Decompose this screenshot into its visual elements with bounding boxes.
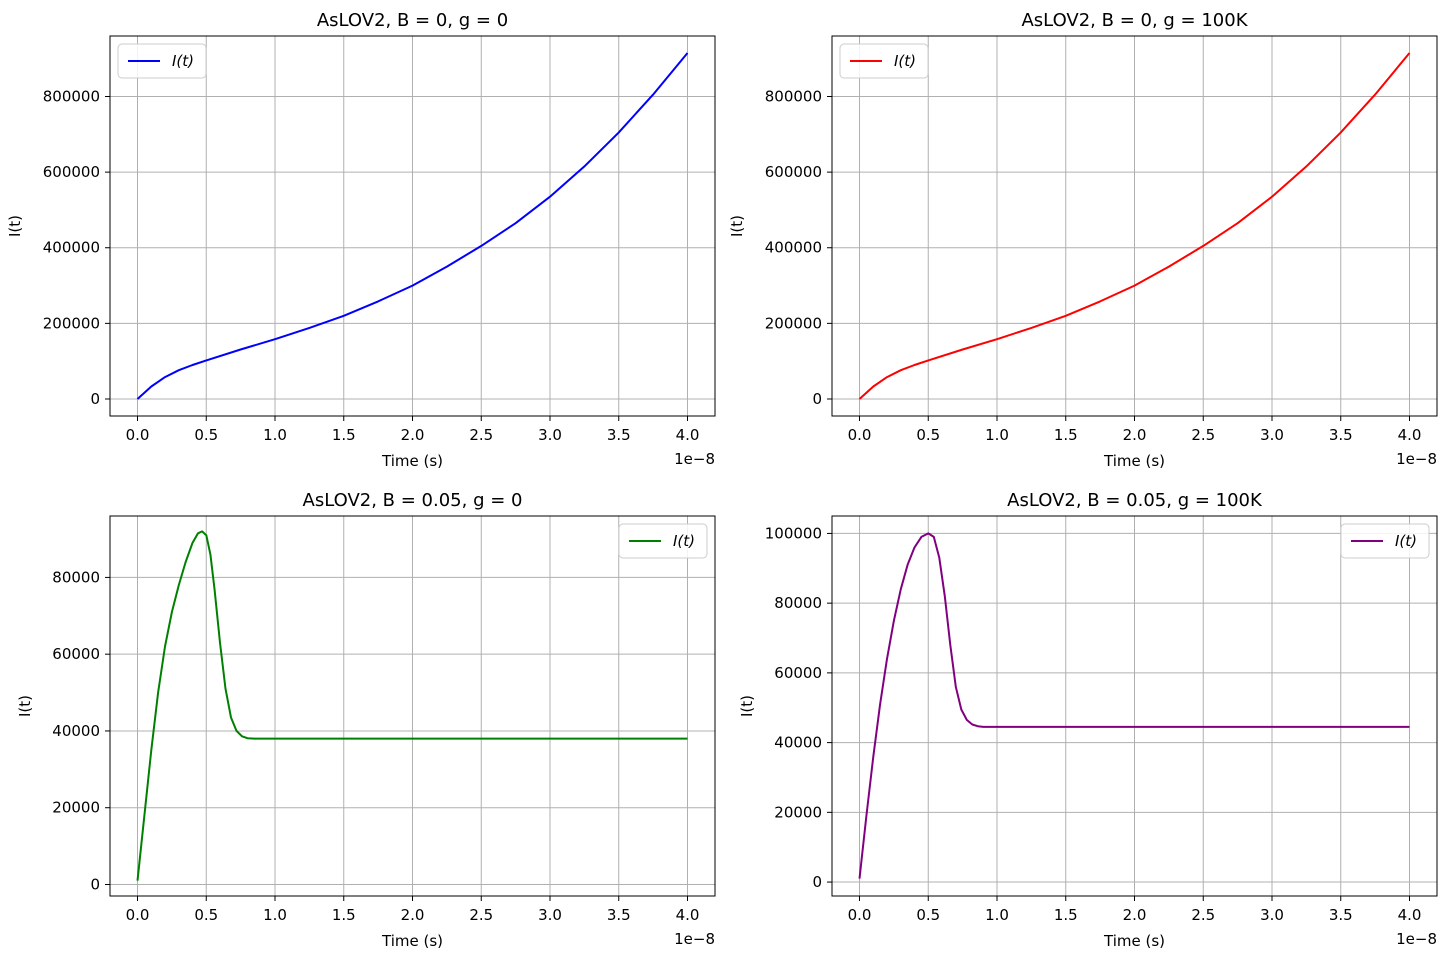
chart-panel-1: 0.0 0.5 1.0 1.5 2.0 2.5 3.0 3.5 4.0 0 200000 400000… bbox=[6, 10, 716, 470]
y-tick-label: 60000 bbox=[52, 645, 100, 663]
x-tick-label: 0.0 bbox=[126, 426, 150, 444]
x-tick-label: 2.0 bbox=[401, 906, 425, 924]
series-line bbox=[136, 530, 688, 881]
chart-panel-2: 0.0 0.5 1.0 1.5 2.0 2.5 3.0 3.5 4.0 0 200000 400000… bbox=[728, 10, 1438, 470]
x-tick-label: 4.0 bbox=[676, 426, 700, 444]
y-tick-label: 0 bbox=[90, 390, 100, 408]
x-tick-label: 1.5 bbox=[1054, 906, 1078, 924]
y-axis-label: I(t) bbox=[728, 215, 746, 237]
y-tick-label: 40000 bbox=[774, 734, 822, 752]
y-tick-label: 800000 bbox=[765, 87, 822, 105]
x-tick-label: 3.5 bbox=[1329, 426, 1353, 444]
x-offset-label: 1e−8 bbox=[1396, 930, 1437, 948]
y-tick-label: 0 bbox=[90, 875, 100, 893]
x-tick-label: 3.0 bbox=[538, 426, 562, 444]
x-tick-label: 0.0 bbox=[848, 906, 872, 924]
x-axis-label: Time (s) bbox=[381, 452, 443, 470]
x-tick-label: 3.0 bbox=[1260, 906, 1284, 924]
x-tick-label: 2.5 bbox=[469, 906, 493, 924]
x-tick-label: 2.5 bbox=[1191, 906, 1215, 924]
legend-label: I(t) bbox=[673, 532, 695, 550]
y-axis-label: I(t) bbox=[16, 695, 34, 717]
x-tick-label: 1.5 bbox=[332, 426, 356, 444]
x-tick-label: 4.0 bbox=[1398, 426, 1422, 444]
chart-title: AsLOV2, B = 0, g = 0 bbox=[317, 10, 508, 31]
y-tick-label: 600000 bbox=[43, 163, 100, 181]
x-tick-label: 2.5 bbox=[1191, 426, 1215, 444]
legend-box bbox=[1340, 523, 1430, 559]
chart-panel-3: 0.0 0.5 1.0 1.5 2.0 2.5 3.0 3.5 4.0 0 20000 40000 60… bbox=[16, 490, 716, 950]
x-tick-label: 0.0 bbox=[848, 426, 872, 444]
x-tick-label: 4.0 bbox=[1398, 906, 1422, 924]
x-axis-label: Time (s) bbox=[1103, 452, 1165, 470]
chart-panel-4: 0.0 0.5 1.0 1.5 2.0 2.5 3.0 3.5 4.0 0 20000 40000 60… bbox=[738, 490, 1438, 950]
legend-box bbox=[117, 43, 207, 79]
series-line bbox=[858, 532, 1410, 879]
x-tick-label: 0.5 bbox=[194, 426, 218, 444]
chart-title: AsLOV2, B = 0.05, g = 100K bbox=[1007, 490, 1263, 511]
x-tick-label: 3.0 bbox=[538, 906, 562, 924]
x-tick-label: 2.0 bbox=[401, 426, 425, 444]
chart-title: AsLOV2, B = 0, g = 100K bbox=[1021, 10, 1248, 31]
legend-label: I(t) bbox=[1395, 532, 1417, 550]
y-tick-label: 200000 bbox=[43, 314, 100, 332]
legend-label: I(t) bbox=[172, 52, 194, 70]
x-tick-label: 2.5 bbox=[469, 426, 493, 444]
y-tick-label: 40000 bbox=[52, 722, 100, 740]
x-tick-label: 1.5 bbox=[1054, 426, 1078, 444]
legend: I(t) bbox=[839, 43, 929, 79]
y-tick-label: 400000 bbox=[765, 239, 822, 257]
x-tick-label: 1.0 bbox=[985, 426, 1009, 444]
y-axis-label: I(t) bbox=[738, 695, 756, 717]
series-line bbox=[858, 52, 1411, 400]
x-offset-label: 1e−8 bbox=[1396, 450, 1437, 468]
y-tick-label: 800000 bbox=[43, 87, 100, 105]
y-tick-label: 20000 bbox=[52, 799, 100, 817]
legend: I(t) bbox=[117, 43, 207, 79]
x-tick-label: 1.0 bbox=[985, 906, 1009, 924]
x-tick-label: 0.5 bbox=[916, 906, 940, 924]
y-tick-label: 200000 bbox=[765, 314, 822, 332]
x-tick-label: 2.0 bbox=[1123, 426, 1147, 444]
y-tick-label: 20000 bbox=[774, 803, 822, 821]
y-tick-label: 80000 bbox=[52, 568, 100, 586]
legend: I(t) bbox=[618, 523, 708, 559]
x-tick-label: 3.0 bbox=[1260, 426, 1284, 444]
series-line bbox=[136, 52, 689, 400]
x-tick-label: 3.5 bbox=[607, 906, 631, 924]
x-tick-label: 2.0 bbox=[1123, 906, 1147, 924]
y-tick-label: 600000 bbox=[765, 163, 822, 181]
legend-label: I(t) bbox=[894, 52, 916, 70]
y-tick-label: 0 bbox=[812, 873, 822, 891]
x-tick-label: 0.5 bbox=[194, 906, 218, 924]
x-axis-label: Time (s) bbox=[381, 932, 443, 950]
x-offset-label: 1e−8 bbox=[674, 930, 715, 948]
x-axis-label: Time (s) bbox=[1103, 932, 1165, 950]
x-tick-label: 0.5 bbox=[916, 426, 940, 444]
x-tick-label: 1.0 bbox=[263, 426, 287, 444]
legend-box bbox=[618, 523, 708, 559]
x-offset-label: 1e−8 bbox=[674, 450, 715, 468]
x-tick-label: 4.0 bbox=[676, 906, 700, 924]
y-tick-label: 80000 bbox=[774, 594, 822, 612]
y-tick-label: 100000 bbox=[765, 524, 822, 542]
x-tick-label: 1.5 bbox=[332, 906, 356, 924]
y-tick-label: 60000 bbox=[774, 664, 822, 682]
x-tick-label: 0.0 bbox=[126, 906, 150, 924]
y-axis-label: I(t) bbox=[6, 215, 24, 237]
x-tick-label: 3.5 bbox=[1329, 906, 1353, 924]
y-tick-label: 0 bbox=[812, 390, 822, 408]
chart-title: AsLOV2, B = 0.05, g = 0 bbox=[303, 490, 523, 511]
x-tick-label: 1.0 bbox=[263, 906, 287, 924]
legend: I(t) bbox=[1340, 523, 1430, 559]
x-tick-label: 3.5 bbox=[607, 426, 631, 444]
legend-box bbox=[839, 43, 929, 79]
y-tick-label: 400000 bbox=[43, 239, 100, 257]
